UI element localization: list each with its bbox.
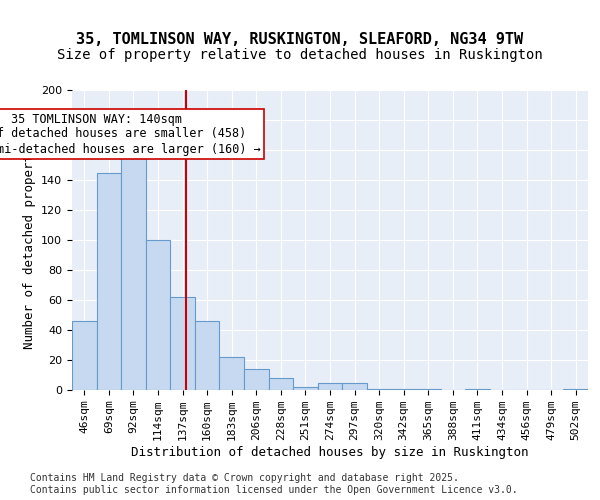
Bar — [170, 297, 195, 390]
Bar — [367, 388, 391, 390]
Bar — [391, 388, 416, 390]
Bar — [269, 378, 293, 390]
Bar — [416, 388, 440, 390]
X-axis label: Distribution of detached houses by size in Ruskington: Distribution of detached houses by size … — [131, 446, 529, 459]
Bar — [342, 382, 367, 390]
Bar — [97, 172, 121, 390]
Bar — [318, 382, 342, 390]
Y-axis label: Number of detached properties: Number of detached properties — [23, 131, 35, 349]
Bar — [146, 240, 170, 390]
Bar — [121, 146, 146, 390]
Bar — [293, 387, 318, 390]
Bar — [465, 388, 490, 390]
Text: Contains HM Land Registry data © Crown copyright and database right 2025.
Contai: Contains HM Land Registry data © Crown c… — [30, 474, 518, 495]
Text: 35, TOMLINSON WAY, RUSKINGTON, SLEAFORD, NG34 9TW: 35, TOMLINSON WAY, RUSKINGTON, SLEAFORD,… — [76, 32, 524, 48]
Bar — [563, 388, 588, 390]
Text: 35 TOMLINSON WAY: 140sqm
← 74% of detached houses are smaller (458)
26% of semi-: 35 TOMLINSON WAY: 140sqm ← 74% of detach… — [0, 112, 260, 156]
Bar — [244, 369, 269, 390]
Bar — [72, 321, 97, 390]
Bar — [220, 357, 244, 390]
Bar — [195, 321, 220, 390]
Text: Size of property relative to detached houses in Ruskington: Size of property relative to detached ho… — [57, 48, 543, 62]
